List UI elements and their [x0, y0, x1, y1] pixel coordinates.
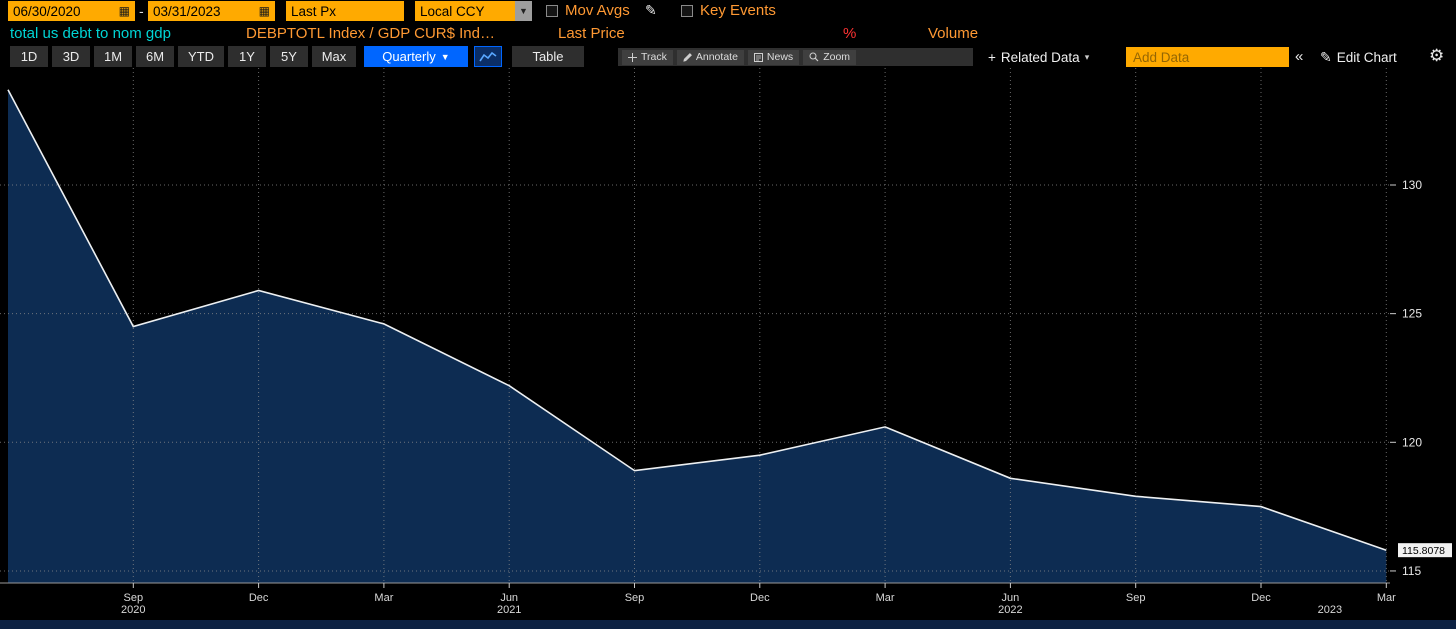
date-from-value: 06/30/2020: [13, 3, 81, 19]
magnifier-icon: [809, 52, 819, 62]
x-axis-month-label: Sep: [124, 592, 144, 604]
period-button-6m[interactable]: 6M: [136, 46, 174, 67]
chevron-down-icon: ▼: [519, 6, 528, 16]
crosshair-icon: [628, 52, 637, 62]
x-axis-month-label: Jun: [500, 592, 518, 604]
y-axis-label: 125: [1402, 307, 1422, 321]
x-axis-month-label: Dec: [750, 592, 770, 604]
table-button[interactable]: Table: [512, 46, 584, 67]
volume-label: Volume: [928, 25, 979, 42]
topbar: 06/30/2020 ▦ - 03/31/2023 ▦ Last Px Loca…: [0, 1, 1456, 22]
gear-icon[interactable]: ⚙: [1429, 46, 1445, 65]
currency-dropdown[interactable]: Local CCY: [415, 1, 515, 21]
period-button-max[interactable]: Max: [312, 46, 356, 67]
related-data-button[interactable]: + Related Data ▾: [988, 49, 1090, 65]
edit-mov-avgs-icon[interactable]: ✎: [645, 2, 657, 18]
chevron-down-icon: ▼: [440, 51, 450, 62]
currency-value: Local CCY: [420, 3, 485, 19]
period-button-ytd[interactable]: YTD: [178, 46, 224, 67]
frequency-dropdown[interactable]: Quarterly ▼: [364, 46, 468, 67]
key-events-checkbox[interactable]: [681, 5, 693, 17]
area-series: [8, 89, 1387, 584]
price-field-label: Last Price: [558, 25, 625, 42]
x-axis-month-label: Mar: [374, 592, 393, 604]
bottom-panel-edge: [0, 620, 1456, 629]
date-to-value: 03/31/2023: [153, 3, 221, 19]
zoom-button[interactable]: Zoom: [803, 49, 857, 65]
mov-avgs-label[interactable]: Mov Avgs: [565, 2, 630, 19]
svg-text:115.8078: 115.8078: [1402, 545, 1445, 557]
x-axis-month-label: Dec: [1251, 592, 1271, 604]
line-chart-type-button[interactable]: [474, 46, 502, 67]
line-series: [7, 89, 1387, 551]
mov-avgs-checkbox[interactable]: [546, 5, 558, 17]
add-data-input[interactable]: [1126, 47, 1289, 67]
period-button-3d[interactable]: 3D: [52, 46, 90, 67]
track-button[interactable]: Track: [622, 49, 673, 65]
last-price-flag: [1398, 543, 1452, 558]
period-button-1y[interactable]: 1Y: [228, 46, 266, 67]
period-button-1d[interactable]: 1D: [10, 46, 48, 67]
annotate-icon: [683, 52, 692, 62]
x-axis-month-label: Sep: [1126, 592, 1146, 604]
news-icon: [753, 52, 763, 62]
period-button-1m[interactable]: 1M: [94, 46, 132, 67]
y-axis-label: 120: [1402, 435, 1422, 449]
x-axis-month-label: Mar: [876, 592, 895, 604]
chart-tools-strip: Track Annotate News Zoom: [618, 48, 973, 66]
date-separator: -: [139, 3, 144, 19]
x-axis-year-label: 2020: [121, 604, 145, 616]
date-from-field[interactable]: 06/30/2020 ▦: [8, 1, 135, 21]
y-axis-label: 115: [1402, 564, 1421, 578]
annotate-button[interactable]: Annotate: [676, 49, 744, 65]
date-to-field[interactable]: 03/31/2023 ▦: [148, 1, 275, 21]
chart-toolbar: 1D 3D 1M 6M YTD 1Y 5Y Max Quarterly ▼ Ta…: [0, 46, 1456, 68]
key-events-label[interactable]: Key Events: [700, 2, 776, 19]
price-chart[interactable]: 115 120 125 130 Sep Dec Mar Jun Sep Dec Mar Jun Sep D…: [0, 68, 1456, 629]
unit-label: %: [843, 25, 857, 42]
title-row: total us debt to nom gdp DEBPTOTL Index …: [0, 23, 1456, 45]
plus-icon: +: [988, 49, 996, 65]
currency-dropdown-arrow[interactable]: ▼: [515, 1, 532, 21]
collapse-panel-button[interactable]: «: [1295, 48, 1303, 65]
x-axis-year-label: 2022: [998, 604, 1022, 616]
calendar-icon[interactable]: ▦: [258, 4, 270, 18]
security-name[interactable]: DEBPTOTL Index / GDP CUR$ Ind…: [246, 25, 495, 42]
price-source-dropdown[interactable]: Last Px: [286, 1, 404, 21]
period-button-5y[interactable]: 5Y: [270, 46, 308, 67]
x-axis-month-label: Jun: [1002, 592, 1020, 604]
x-axis-month-label: Sep: [625, 592, 645, 604]
calendar-icon[interactable]: ▦: [118, 4, 130, 18]
chevron-down-icon: ▾: [1084, 51, 1090, 62]
line-chart-icon: [479, 51, 497, 61]
x-axis-year-label: 2023: [1318, 604, 1342, 616]
edit-chart-button[interactable]: ✎ Edit Chart: [1320, 48, 1397, 65]
chart-title: total us debt to nom gdp: [10, 25, 171, 42]
x-axis-year-label: 2021: [497, 604, 521, 616]
x-axis-month-label: Mar: [1377, 592, 1396, 604]
news-button[interactable]: News: [747, 49, 800, 65]
y-axis-label: 130: [1402, 178, 1422, 192]
pencil-icon: ✎: [1320, 48, 1332, 65]
price-source-value: Last Px: [291, 3, 337, 19]
x-axis-month-label: Dec: [249, 592, 269, 604]
